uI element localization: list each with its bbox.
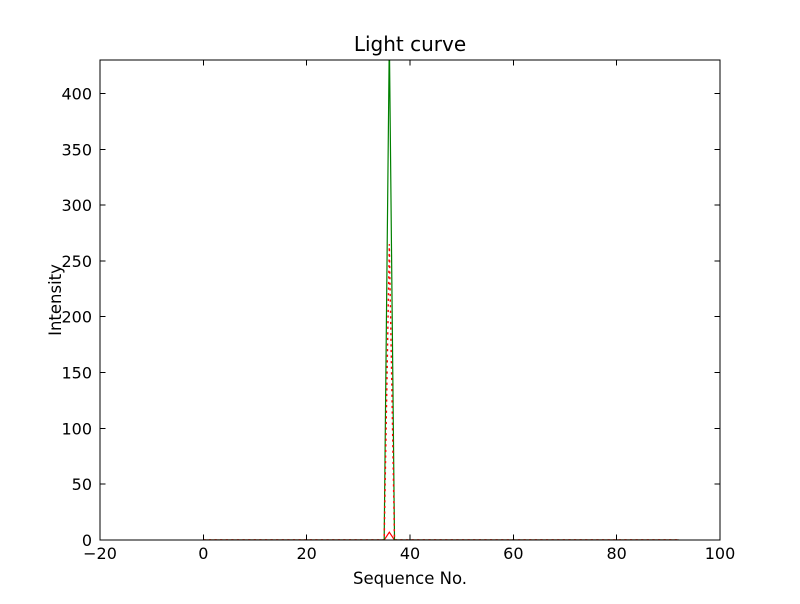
plot-area [100,60,720,540]
x-tick-label: 20 [296,544,316,563]
y-tick-label: 250 [61,252,92,271]
x-tick-label: 40 [400,544,420,563]
y-tick-label: 150 [61,364,92,383]
axes-spines [99,59,721,541]
y-tick-label: 400 [61,84,92,103]
y-tick-label: 50 [72,475,92,494]
y-axis-label: Intensity [46,264,65,336]
chart-title: Light curve [354,32,466,56]
x-tick-label: 80 [606,544,626,563]
y-tick-label: 300 [61,196,92,215]
y-tick-label: 350 [61,140,92,159]
x-tick-label: 60 [503,544,523,563]
series-red-solid-small-peak [203,531,679,540]
x-tick-label: −20 [83,544,117,563]
y-tick-label: 200 [61,308,92,327]
y-tick-label: 100 [61,419,92,438]
x-tick-label: 0 [198,544,208,563]
x-axis-label: Sequence No. [353,569,467,588]
y-tick-label: 0 [82,531,92,550]
series-layer [203,60,679,540]
series-red-dotted-spike [203,244,679,540]
x-tick-label: 100 [705,544,736,563]
